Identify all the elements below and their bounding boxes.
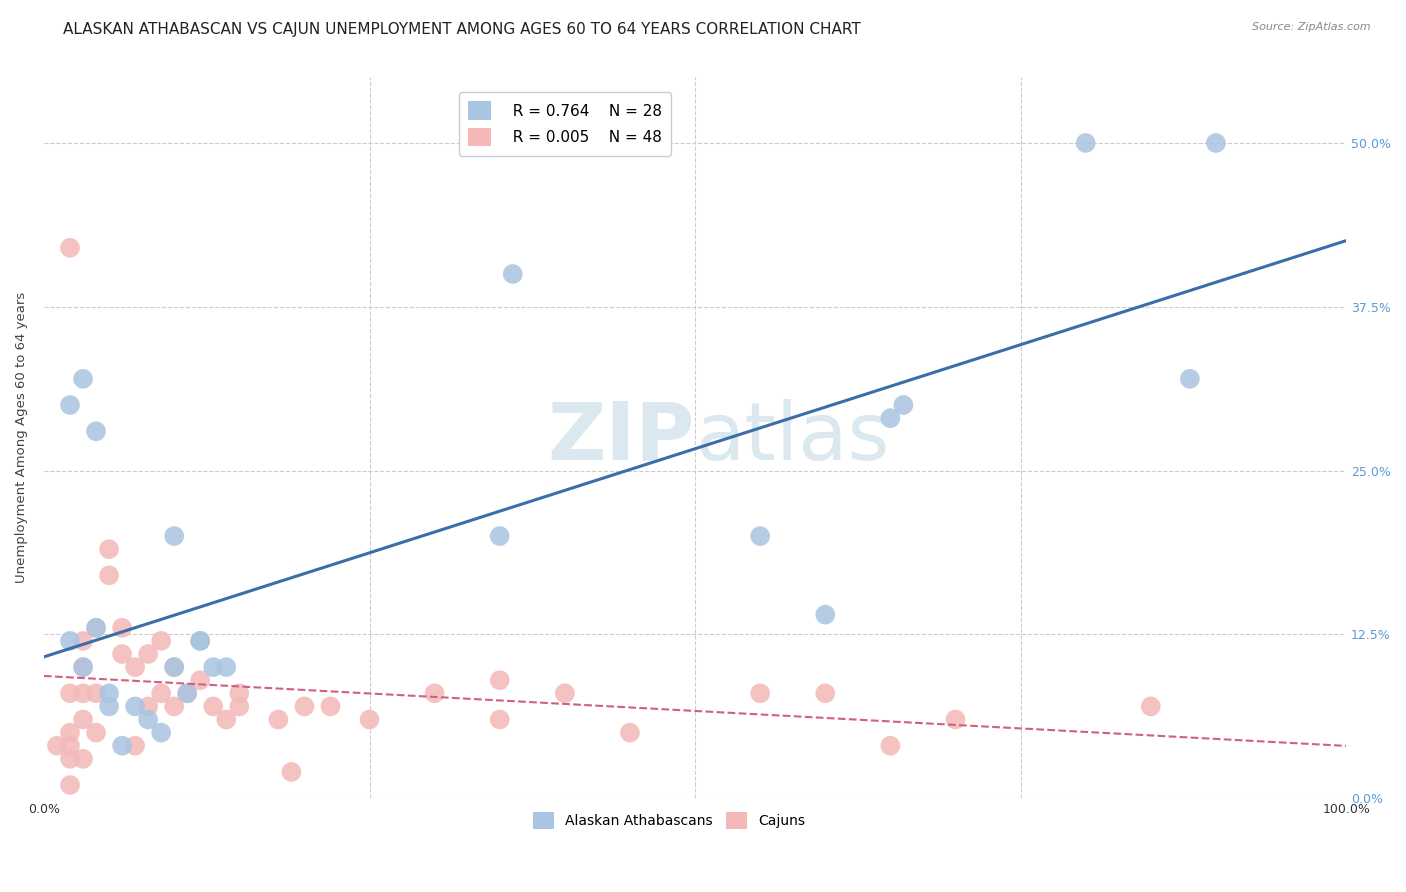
Point xyxy=(72,660,94,674)
Point xyxy=(98,699,121,714)
Point xyxy=(1074,136,1097,150)
Point xyxy=(72,686,94,700)
Point xyxy=(111,739,134,753)
Point xyxy=(72,633,94,648)
Point xyxy=(488,673,510,688)
Point xyxy=(176,686,198,700)
Point xyxy=(1178,372,1201,386)
Point xyxy=(72,660,94,674)
Point xyxy=(893,398,915,412)
Point xyxy=(163,660,186,674)
Point xyxy=(280,764,302,779)
Point xyxy=(814,686,837,700)
Point xyxy=(72,372,94,386)
Point xyxy=(111,621,134,635)
Text: ZIP: ZIP xyxy=(548,399,695,477)
Point xyxy=(814,607,837,622)
Point xyxy=(46,739,69,753)
Legend: Alaskan Athabascans, Cajuns: Alaskan Athabascans, Cajuns xyxy=(527,806,811,834)
Point xyxy=(72,752,94,766)
Point xyxy=(124,660,146,674)
Point xyxy=(111,647,134,661)
Point xyxy=(619,725,641,739)
Point xyxy=(98,542,121,557)
Point xyxy=(59,633,82,648)
Point xyxy=(749,529,772,543)
Point xyxy=(215,660,238,674)
Text: ALASKAN ATHABASCAN VS CAJUN UNEMPLOYMENT AMONG AGES 60 TO 64 YEARS CORRELATION C: ALASKAN ATHABASCAN VS CAJUN UNEMPLOYMENT… xyxy=(63,22,860,37)
Point xyxy=(150,725,173,739)
Point xyxy=(163,699,186,714)
Point xyxy=(150,633,173,648)
Point xyxy=(136,647,159,661)
Point xyxy=(202,699,225,714)
Point xyxy=(59,725,82,739)
Point xyxy=(945,713,967,727)
Point xyxy=(124,699,146,714)
Text: Source: ZipAtlas.com: Source: ZipAtlas.com xyxy=(1253,22,1371,32)
Point xyxy=(228,686,250,700)
Point xyxy=(319,699,342,714)
Point xyxy=(59,778,82,792)
Point xyxy=(163,660,186,674)
Y-axis label: Unemployment Among Ages 60 to 64 years: Unemployment Among Ages 60 to 64 years xyxy=(15,293,28,583)
Point xyxy=(215,713,238,727)
Point xyxy=(879,411,901,425)
Point xyxy=(554,686,576,700)
Point xyxy=(423,686,446,700)
Point xyxy=(84,725,107,739)
Point xyxy=(294,699,316,714)
Point xyxy=(136,713,159,727)
Point xyxy=(124,739,146,753)
Point xyxy=(1205,136,1227,150)
Point xyxy=(136,699,159,714)
Point xyxy=(188,673,211,688)
Point xyxy=(502,267,524,281)
Point xyxy=(879,739,901,753)
Point xyxy=(84,686,107,700)
Point xyxy=(488,529,510,543)
Point xyxy=(176,686,198,700)
Point xyxy=(59,752,82,766)
Point xyxy=(84,424,107,438)
Point xyxy=(267,713,290,727)
Text: atlas: atlas xyxy=(695,399,890,477)
Point xyxy=(84,621,107,635)
Point xyxy=(98,686,121,700)
Point xyxy=(59,686,82,700)
Point xyxy=(59,739,82,753)
Point xyxy=(188,633,211,648)
Point xyxy=(359,713,381,727)
Point xyxy=(98,568,121,582)
Point xyxy=(72,713,94,727)
Point xyxy=(150,686,173,700)
Point xyxy=(188,633,211,648)
Point xyxy=(163,529,186,543)
Point xyxy=(59,398,82,412)
Point xyxy=(228,699,250,714)
Point xyxy=(749,686,772,700)
Point xyxy=(84,621,107,635)
Point xyxy=(202,660,225,674)
Point xyxy=(1140,699,1163,714)
Point xyxy=(488,713,510,727)
Point xyxy=(59,241,82,255)
